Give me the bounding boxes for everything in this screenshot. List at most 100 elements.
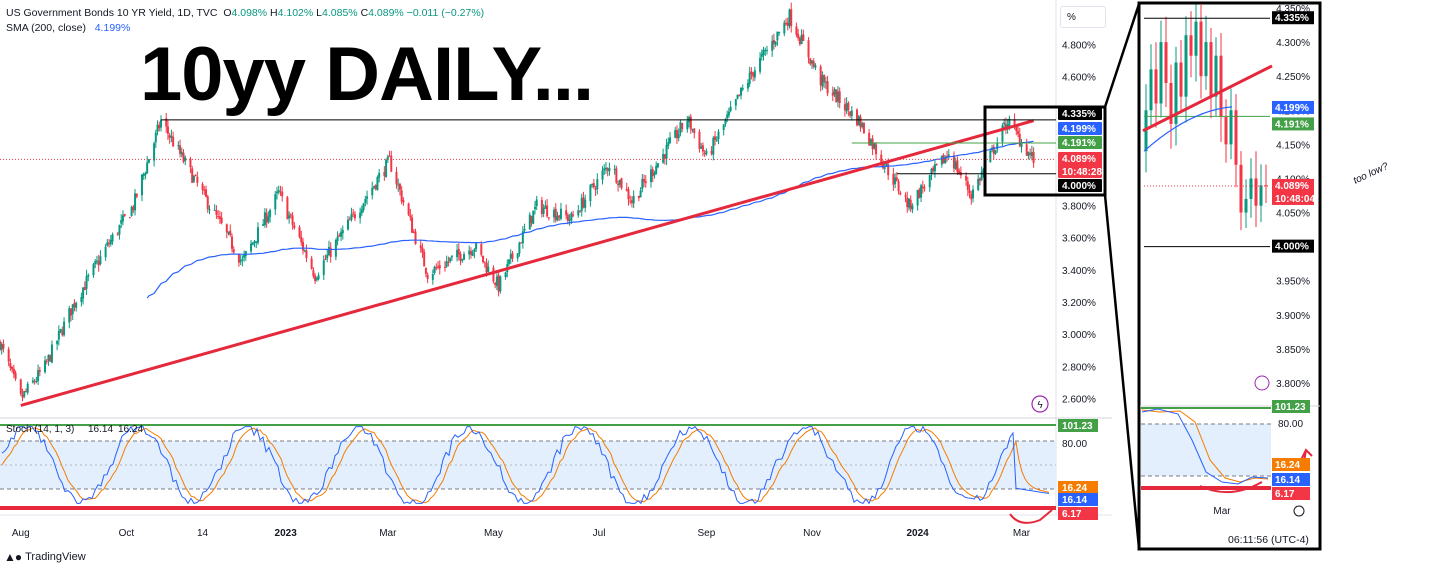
candle-body xyxy=(402,200,405,203)
candle-body xyxy=(750,71,753,75)
candle-body xyxy=(861,123,864,128)
price-tag-label: 4.000% xyxy=(1062,181,1096,192)
candle-body xyxy=(99,256,102,265)
x-tick-label: Oct xyxy=(119,528,135,539)
candle-body xyxy=(558,215,561,218)
candle-body xyxy=(352,212,355,214)
candle-body xyxy=(703,153,706,155)
candle-body xyxy=(253,241,256,244)
candle-body xyxy=(785,22,788,25)
zoom-connector-top xyxy=(1103,3,1141,108)
candle-body xyxy=(970,193,973,200)
candle-body xyxy=(565,210,568,216)
candle-body xyxy=(421,247,424,253)
inset-price-tag-label: 4.089% xyxy=(1275,181,1309,192)
candle-body xyxy=(366,196,369,199)
inset-candle-body xyxy=(1239,164,1243,213)
candle-body xyxy=(362,203,365,211)
candle-body xyxy=(802,34,805,42)
candle-body xyxy=(1001,125,1004,142)
candle-body xyxy=(965,176,968,181)
inset-stoch-tag-label: 16.14 xyxy=(1275,475,1300,486)
candle-body xyxy=(594,188,597,190)
candle-body xyxy=(324,259,327,261)
candle-body xyxy=(894,177,897,185)
candle-body xyxy=(184,157,187,161)
inset-price-tag-label: 4.335% xyxy=(1275,13,1309,24)
candle-body xyxy=(359,212,362,219)
candle-body xyxy=(956,160,959,173)
candle-body xyxy=(679,122,682,134)
candle-body xyxy=(530,215,533,223)
candle-body xyxy=(327,247,330,256)
legend-sma-label[interactable]: SMA (200, close) xyxy=(6,22,86,34)
legend-h-label: H xyxy=(270,7,278,19)
x-tick-label: Aug xyxy=(12,528,30,539)
candle-body xyxy=(144,173,147,176)
candle-body xyxy=(836,91,839,102)
candle-body xyxy=(753,70,756,78)
candle-body xyxy=(596,179,599,189)
stoch-tag-label: 101.23 xyxy=(1062,421,1093,432)
candle-body xyxy=(546,205,549,217)
inset-candle-body xyxy=(1249,178,1253,199)
candle-body xyxy=(849,111,852,116)
candle-body xyxy=(182,152,185,162)
candle-body xyxy=(215,210,218,215)
inset-stoch-tag xyxy=(1272,473,1310,486)
inset-stoch-tag-label: 16.24 xyxy=(1275,460,1300,471)
candle-body xyxy=(147,159,150,164)
inset-stoch-tag xyxy=(1272,458,1310,471)
stoch-tag xyxy=(1058,507,1098,520)
candle-body xyxy=(547,217,550,219)
candle-body xyxy=(643,178,646,182)
y-tick-label: 4.800% xyxy=(1062,41,1096,52)
inset-clock: 06:11:56 (UTC-4) xyxy=(1228,534,1309,546)
zoom-connector-bottom xyxy=(1103,194,1141,549)
candle-body xyxy=(315,278,318,280)
candle-body xyxy=(0,341,1,350)
legend-symbol-row: US Government Bonds 10 YR Yield, 1D, TVC… xyxy=(6,6,484,21)
candle-body xyxy=(523,229,526,231)
price-tag-label: 4.191% xyxy=(1062,138,1096,149)
candle-body xyxy=(729,106,732,111)
inset-candle-body xyxy=(1149,69,1153,111)
candle-body xyxy=(885,163,888,167)
candle-body xyxy=(906,197,909,208)
candle-body xyxy=(305,250,308,258)
legend-sma-row: SMA (200, close) 4.199% xyxy=(6,21,484,36)
candle-body xyxy=(620,178,623,189)
y-tick-label: 3.000% xyxy=(1062,330,1096,341)
candle-body xyxy=(1015,126,1018,132)
legend-close: 4.089% xyxy=(368,7,404,19)
candle-body xyxy=(916,189,919,206)
zoom-box xyxy=(983,105,1107,197)
candle-body xyxy=(875,144,878,155)
legend-symbol[interactable]: US Government Bonds 10 YR Yield, 1D, TVC xyxy=(6,7,218,19)
candle-body xyxy=(26,383,29,393)
candle-body xyxy=(237,253,240,263)
candle-body xyxy=(274,194,277,210)
inset-candle-body xyxy=(1224,117,1228,145)
candle-body xyxy=(383,171,386,176)
x-tick-label: Mar xyxy=(379,528,397,539)
price-tag-countdown: 10:48:28 xyxy=(1062,167,1102,178)
candle-body xyxy=(85,276,88,289)
candle-body xyxy=(201,184,204,191)
candle-body xyxy=(398,183,401,190)
candle-body xyxy=(289,214,292,216)
candle-body xyxy=(172,136,175,147)
trendline xyxy=(20,119,1035,407)
candle-body xyxy=(508,259,511,264)
y-tick-label: 3.800% xyxy=(1062,201,1096,212)
price-tag xyxy=(1058,107,1102,120)
x-tick-label: Nov xyxy=(803,528,821,539)
y-tick-label: 2.600% xyxy=(1062,395,1096,406)
candle-body xyxy=(154,132,157,143)
candle-body xyxy=(698,131,701,149)
inset-price-tag-label: 4.000% xyxy=(1275,242,1309,253)
tradingview-logo-icon: ▲● xyxy=(4,550,22,564)
candle-body xyxy=(850,110,853,117)
percent-scale-button[interactable]: % xyxy=(1060,6,1106,28)
